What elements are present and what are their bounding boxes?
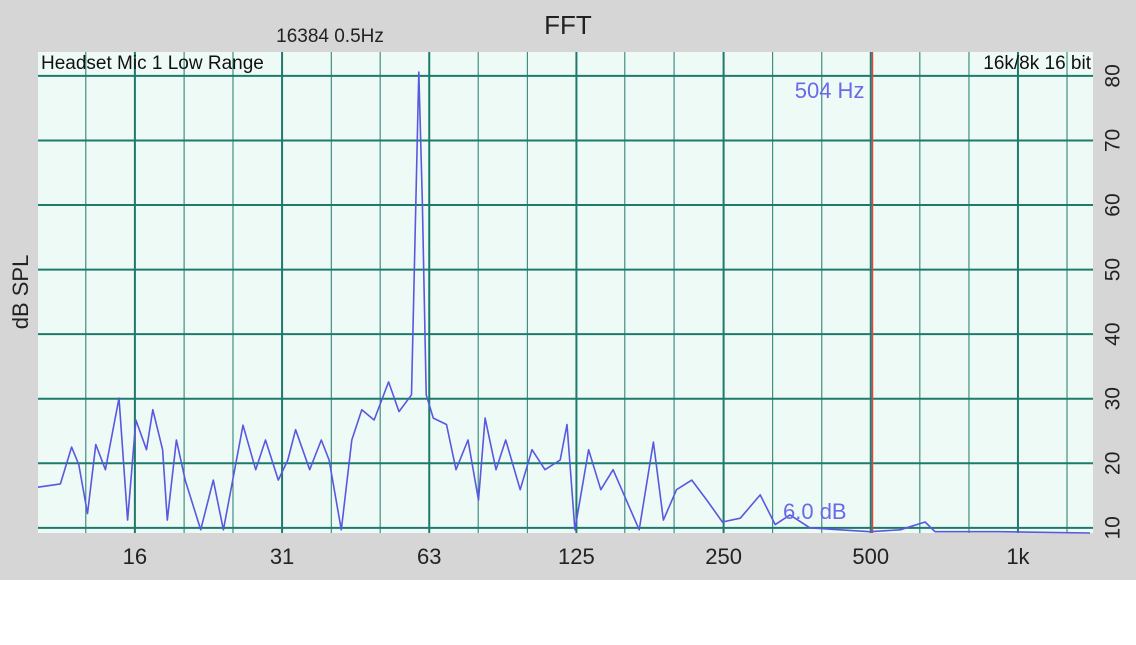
- format-label: 16k/8k 16 bit: [983, 53, 1091, 74]
- y-tick-label: 40: [1102, 322, 1125, 345]
- x-tick-label: 16: [123, 544, 147, 569]
- grid: [38, 52, 1093, 533]
- subtitle: 16384 0.5Hz: [276, 26, 384, 47]
- y-tick-label: 80: [1102, 64, 1125, 87]
- x-tick-label: 125: [558, 544, 595, 569]
- plot-background: [38, 52, 1093, 533]
- y-tick-label: 20: [1102, 452, 1125, 475]
- chart-title: FFT: [544, 10, 592, 40]
- x-tick-label: 31: [270, 544, 294, 569]
- marker-label: 504 Hz: [795, 78, 865, 103]
- y-tick-label: 50: [1102, 258, 1125, 281]
- y-tick-label: 10: [1102, 516, 1125, 539]
- spectrum-line: [37, 71, 1091, 534]
- x-tick-label: 63: [417, 544, 441, 569]
- y-axis-label: dB SPL: [8, 255, 33, 330]
- x-tick-label: 500: [852, 544, 889, 569]
- x-tick-label: 250: [705, 544, 742, 569]
- y-tick-label: 70: [1102, 129, 1125, 152]
- plot: [37, 52, 1091, 534]
- x-tick-label: 1k: [1006, 544, 1030, 569]
- input-label: Headset Mic 1 Low Range: [41, 53, 264, 74]
- y-tick-label: 30: [1102, 387, 1125, 410]
- floor-label: 6.0 dB: [783, 499, 847, 524]
- y-tick-label: 60: [1102, 193, 1125, 216]
